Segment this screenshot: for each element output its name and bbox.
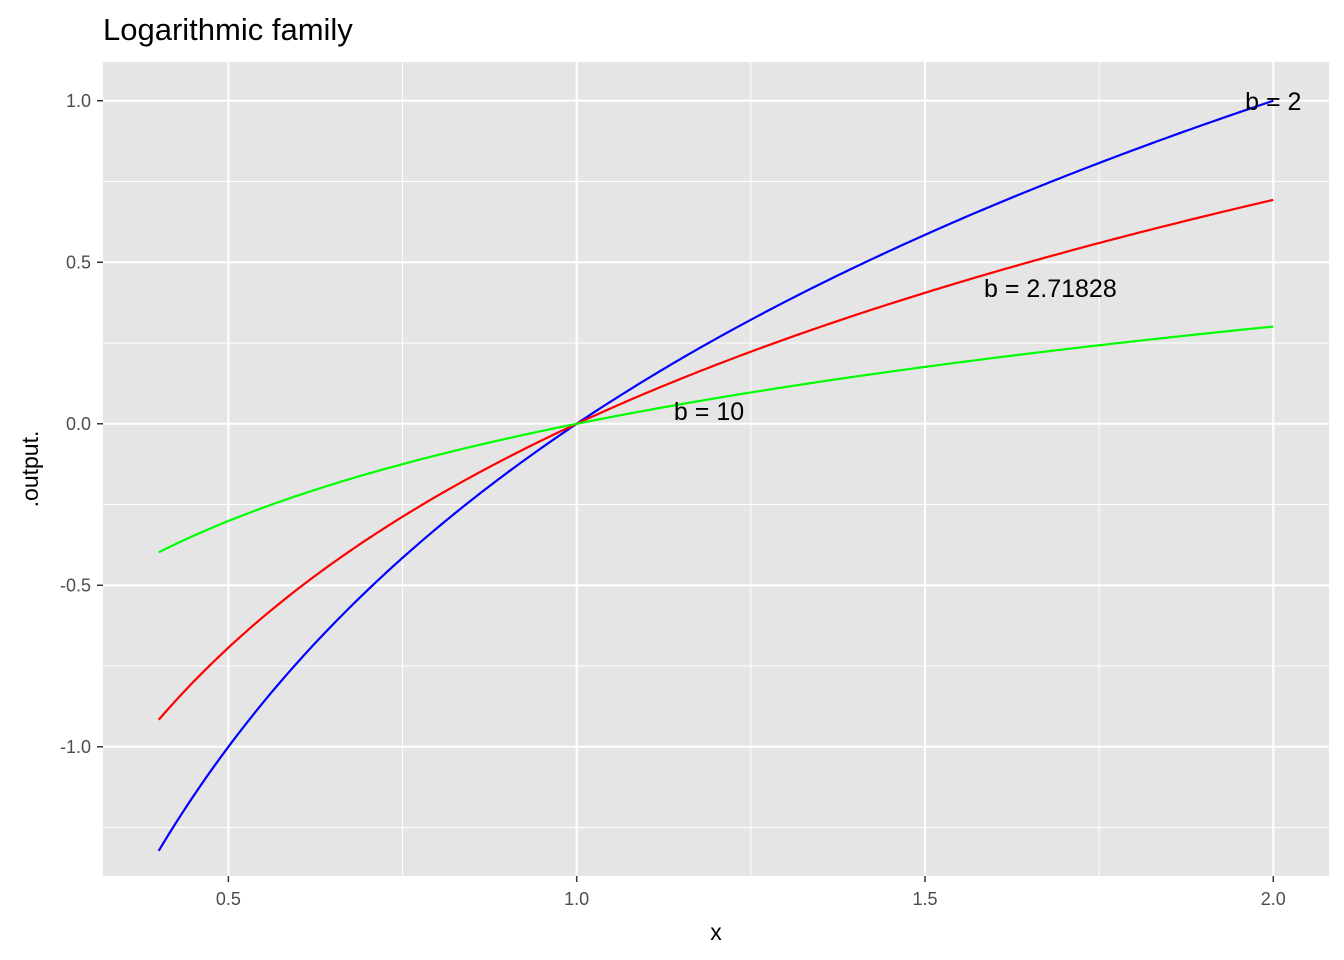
y-tick-label-2: 0.0: [66, 414, 91, 434]
y-tick-label-3: 0.5: [66, 252, 91, 272]
annotation-0: b = 2: [1245, 88, 1301, 116]
y-tick-label-0: -1.0: [60, 737, 91, 757]
chart-title: Logarithmic family: [103, 12, 353, 47]
x-axis: 0.5 1.0 1.5 2.0: [216, 876, 1286, 909]
minor-grid: [103, 62, 1329, 876]
curves: [157, 99, 1274, 852]
plot-panel: [103, 62, 1329, 876]
major-grid: [103, 62, 1329, 876]
curve-base-2: [158, 325, 1274, 554]
x-tick-label-3: 2.0: [1261, 889, 1286, 909]
x-tick-label-0: 0.5: [216, 889, 241, 909]
y-axis: -1.0 -0.5 0.0 0.5 1.0: [60, 91, 103, 757]
x-axis-title: x: [710, 919, 722, 945]
x-tick-label-2: 1.5: [912, 889, 937, 909]
curve-base-0: [157, 99, 1274, 852]
y-tick-label-4: 1.0: [66, 91, 91, 111]
y-axis-title: .output.: [17, 431, 43, 508]
x-tick-label-1: 1.0: [564, 889, 589, 909]
curve-base-1: [157, 198, 1274, 721]
curve-annotations: b = 2 b = 2.71828 b = 10: [674, 88, 1301, 426]
y-tick-label-1: -0.5: [60, 575, 91, 595]
annotation-1: b = 2.71828: [984, 275, 1117, 303]
annotation-2: b = 10: [674, 398, 744, 426]
